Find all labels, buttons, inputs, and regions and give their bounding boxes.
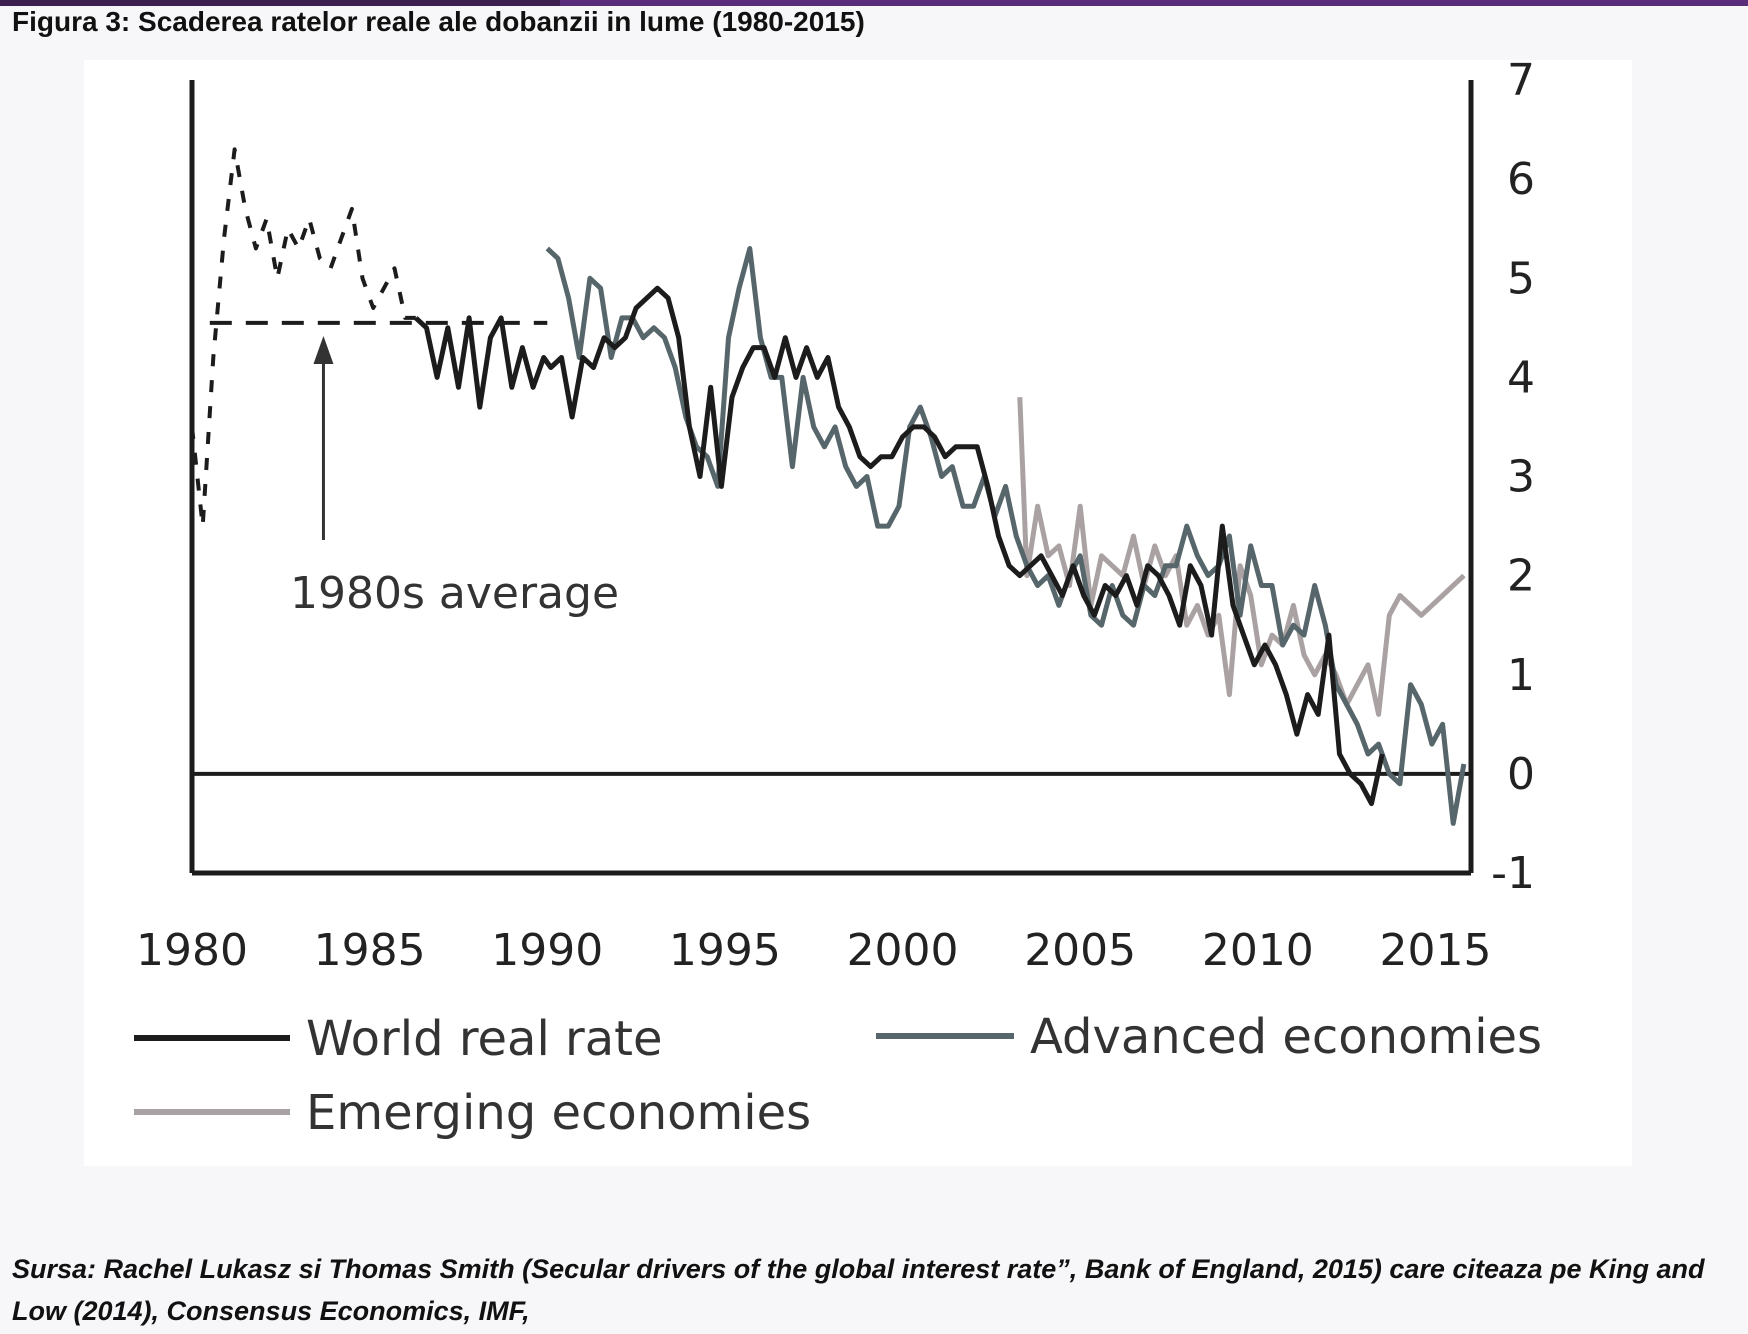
y-tick-label: 7 (1507, 60, 1535, 106)
series-line-world (414, 285, 1385, 807)
x-tick-label: 2000 (847, 925, 959, 976)
legend-label-emerging: Emerging economies (306, 1085, 811, 1141)
series-line-advanced (545, 246, 1467, 826)
y-tick-label: 2 (1507, 551, 1535, 602)
chart-legend: World real rate Advanced economies Emergin… (134, 1009, 1542, 1141)
y-tick-label: 4 (1507, 352, 1535, 403)
figure-title: Figura 3: Scaderea ratelor reale ale dob… (12, 6, 865, 37)
source-note: Sursa: Rachel Lukasz si Thomas Smith (Se… (12, 1254, 1705, 1326)
x-tick-label: 1990 (491, 925, 603, 976)
x-tick-label: 2010 (1202, 925, 1314, 976)
x-tick-label: 2005 (1024, 925, 1136, 976)
y-tick-label: 6 (1507, 154, 1535, 205)
x-tick-label: 1985 (314, 925, 426, 976)
x-tick-label: 2015 (1379, 925, 1491, 976)
y-tick-label: 3 (1507, 452, 1535, 503)
x-tick-label: 1980 (136, 925, 248, 976)
chart-annotation: 1980s average (290, 336, 619, 619)
legend-label-advanced: Advanced economies (1030, 1009, 1542, 1065)
y-tick-label: 1 (1507, 650, 1535, 701)
chart-series (190, 147, 1467, 826)
legend-label-world: World real rate (306, 1011, 663, 1067)
chart-panel: 1980s average 1980 1985 1990 1995 2000 2005 20… (84, 60, 1632, 1166)
chart-axes (189, 80, 1474, 876)
y-tick-label: 5 (1507, 253, 1535, 304)
top-bar-accent (560, 0, 1748, 6)
annotation-label: 1980s average (290, 568, 619, 619)
y-tick-label: -1 (1491, 848, 1535, 899)
y-tick-label: 0 (1507, 749, 1535, 800)
line-chart: 1980s average 1980 1985 1990 1995 2000 2005 20… (134, 60, 1542, 1141)
annotation-arrowhead (313, 336, 334, 364)
chart-ticks: 1980 1985 1990 1995 2000 2005 2010 2015-1 0 1 2 3 4 5… (136, 60, 1535, 976)
series-line-emerging (1017, 397, 1466, 717)
series-line-dashed-early (190, 147, 416, 529)
top-bar (0, 0, 1748, 6)
x-tick-label: 1995 (669, 925, 781, 976)
